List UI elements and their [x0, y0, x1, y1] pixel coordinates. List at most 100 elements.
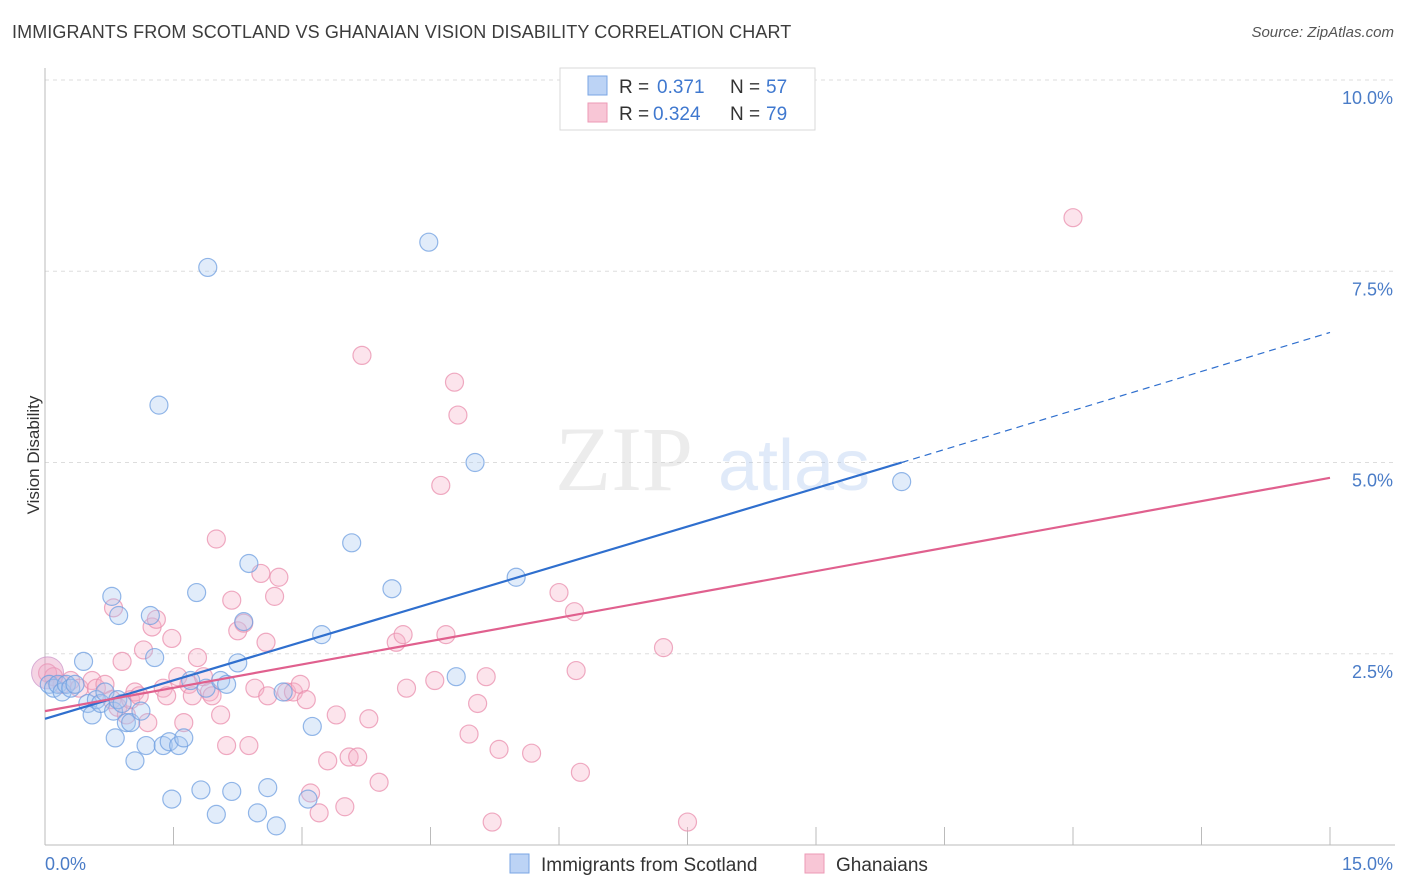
- points-pink-point-63: [436, 625, 456, 645]
- points-blue-point-43: [239, 553, 259, 574]
- points-pink-point-76: [653, 638, 674, 658]
- points-pink-point-35: [228, 621, 248, 641]
- points-pink-point-22: [162, 628, 182, 649]
- points-blue-point-54: [446, 667, 466, 687]
- points-blue-point-24: [140, 605, 160, 626]
- points-pink-point-37: [239, 735, 259, 756]
- scotland-legend-swatch: [587, 75, 608, 96]
- points-pink-point-16: [133, 640, 154, 660]
- points-blue-point-17: [109, 605, 129, 626]
- points-pink-point-73: [564, 602, 585, 622]
- points-blue-point-19: [116, 712, 136, 733]
- scotland-n-value: 57: [766, 77, 787, 98]
- points-pink-point-60: [396, 678, 417, 698]
- points-blue-point-52: [382, 579, 402, 599]
- points-blue-point-53: [419, 232, 439, 252]
- points-blue-point-31: [174, 728, 194, 748]
- points-pink-point-43: [269, 567, 289, 587]
- points-blue-point-28: [159, 732, 179, 752]
- points-pink-point-47: [296, 690, 316, 710]
- points-blue-point-48: [298, 789, 318, 809]
- legend-scotland-swatch: [509, 853, 530, 874]
- points-blue-point-29: [162, 789, 182, 809]
- ghanaians-legend-swatch: [587, 102, 608, 123]
- points-pink-point-21: [157, 686, 177, 706]
- y-tick-label-3: 10.0%: [1342, 88, 1393, 108]
- points-pink-point-11: [112, 651, 132, 672]
- points-pink-point-27: [187, 647, 208, 668]
- points-blue-point-25: [145, 647, 165, 668]
- points-blue-point-6: [65, 674, 85, 694]
- legend-scotland-label: Immigrants from Scotland: [541, 855, 757, 876]
- scotland-points: [39, 232, 912, 836]
- ghanaians-n-label: N =: [730, 104, 760, 125]
- points-blue-point-33: [187, 582, 207, 603]
- points-pink-point-65: [448, 405, 468, 425]
- points-blue-point-23: [136, 735, 156, 756]
- points-pink-point-77: [677, 812, 698, 832]
- points-pink-point-54: [348, 747, 368, 767]
- points-blue-point-57: [892, 472, 912, 492]
- points-pink-point-33: [217, 735, 237, 756]
- points-blue-point-7: [73, 651, 94, 672]
- points-pink-point-40: [256, 632, 276, 652]
- trend-lines: [44, 331, 1331, 720]
- points-pink-point-50: [318, 751, 338, 771]
- cluster-point: [31, 656, 65, 690]
- chart-title: IMMIGRANTS FROM SCOTLAND VS GHANAIAN VIS…: [12, 22, 792, 42]
- points-blue-point-51: [342, 533, 362, 553]
- points-blue-point-46: [266, 816, 286, 836]
- ghanaians-r-value: 0.324: [653, 104, 701, 125]
- points-blue-point-44: [247, 803, 268, 823]
- ghanaians-n-value: 79: [766, 104, 787, 125]
- points-blue-point-47: [273, 682, 293, 702]
- points-pink-point-74: [566, 660, 586, 681]
- x-tick-label-min: 0.0%: [45, 854, 86, 874]
- points-pink-point-62: [431, 475, 451, 496]
- points-pink-point-30: [202, 686, 222, 706]
- points-pink-point-71: [521, 743, 542, 763]
- watermark-zip: ZIP: [555, 408, 693, 510]
- scotland-n-label: N =: [730, 77, 760, 98]
- points-pink-point-51: [326, 705, 346, 725]
- points-pink-point-61: [425, 670, 445, 691]
- points-blue-point-55: [465, 452, 485, 473]
- points-pink-point-41: [258, 686, 278, 706]
- ghanaians-r-label: R =: [619, 104, 649, 125]
- points-pink-point-64: [444, 372, 465, 392]
- points-blue-point-45: [258, 778, 278, 798]
- points-pink-point-42: [264, 586, 285, 606]
- points-blue-point-37: [206, 804, 226, 825]
- points-blue-point-26: [149, 395, 169, 415]
- points-blue-point-40: [222, 781, 242, 802]
- points-pink-point-49: [309, 803, 329, 823]
- watermark-atlas: atlas: [718, 426, 870, 506]
- x-tick-label-max: 15.0%: [1342, 854, 1393, 874]
- points-pink-point-57: [369, 772, 389, 792]
- points-pink-point-75: [570, 762, 591, 782]
- points-pink-point-69: [482, 812, 502, 832]
- scotland-trend-line: [44, 461, 902, 720]
- points-pink-point-59: [393, 625, 413, 645]
- points-blue-point-21: [125, 751, 145, 771]
- points-pink-point-52: [335, 797, 355, 817]
- points-pink-point-56: [359, 709, 379, 729]
- legend-ghanaians-swatch: [804, 853, 825, 874]
- y-tick-label-1: 5.0%: [1352, 471, 1393, 491]
- ghanaians-trend-line: [44, 476, 1331, 713]
- points-blue-point-18: [105, 728, 125, 748]
- watermark: ZIP atlas: [555, 408, 870, 510]
- points-pink-point-67: [468, 693, 488, 714]
- points-pink-point-66: [459, 724, 479, 744]
- points-pink-point-17: [138, 712, 158, 733]
- points-pink-point-78: [1063, 208, 1083, 228]
- points-blue-point-49: [302, 716, 322, 737]
- points-blue-point-50: [312, 625, 332, 645]
- y-tick-label-0: 2.5%: [1352, 662, 1393, 682]
- source-label: Source: ZipAtlas.com: [1251, 24, 1394, 41]
- points-blue-point-42: [234, 612, 254, 632]
- y-tick-label-2: 7.5%: [1352, 279, 1393, 299]
- points-blue-point-34: [191, 780, 211, 800]
- series-legend: Immigrants from Scotland Ghanaians: [509, 853, 928, 876]
